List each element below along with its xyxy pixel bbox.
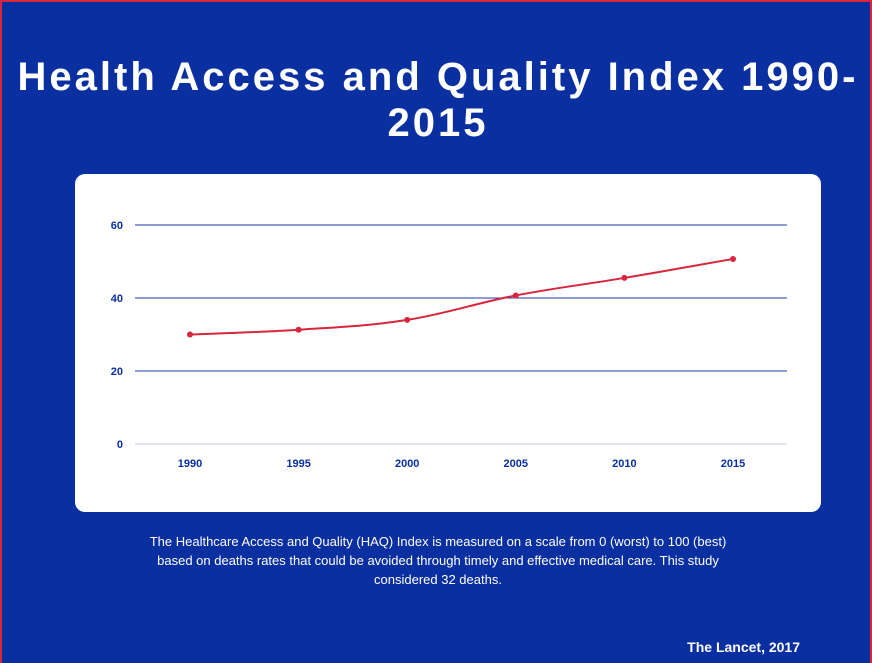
data-point-2010 xyxy=(621,274,628,281)
data-point-2015 xyxy=(730,255,736,262)
x-tick-label: 1995 xyxy=(286,458,310,470)
x-tick-label: 2005 xyxy=(504,458,528,470)
page-title: Health Access and Quality Index 1990-201… xyxy=(17,55,859,145)
y-tick-label: 20 xyxy=(111,366,123,378)
data-point-2000 xyxy=(404,316,411,323)
x-tick-label: 2000 xyxy=(395,458,419,470)
chart-card: 0 20 40 60 1990 1995 2000 2005 2010 2015 xyxy=(75,174,821,512)
series-line xyxy=(189,257,734,336)
data-point-2005 xyxy=(512,292,519,299)
y-tick-label: 0 xyxy=(117,439,123,451)
y-tick-label: 60 xyxy=(111,220,123,232)
line-chart: 0 20 40 60 1990 1995 2000 2005 2010 2015 xyxy=(111,220,787,470)
chart-caption: The Healthcare Access and Quality (HAQ) … xyxy=(149,534,727,587)
data-point-1995 xyxy=(295,326,302,333)
x-tick-label: 2015 xyxy=(721,458,745,470)
y-tick-label: 40 xyxy=(111,293,123,305)
source-credit: The Lancet, 2017 xyxy=(687,639,800,655)
data-point-1990 xyxy=(187,331,193,338)
x-tick-label: 2010 xyxy=(612,458,636,470)
x-tick-label: 1990 xyxy=(178,458,202,470)
